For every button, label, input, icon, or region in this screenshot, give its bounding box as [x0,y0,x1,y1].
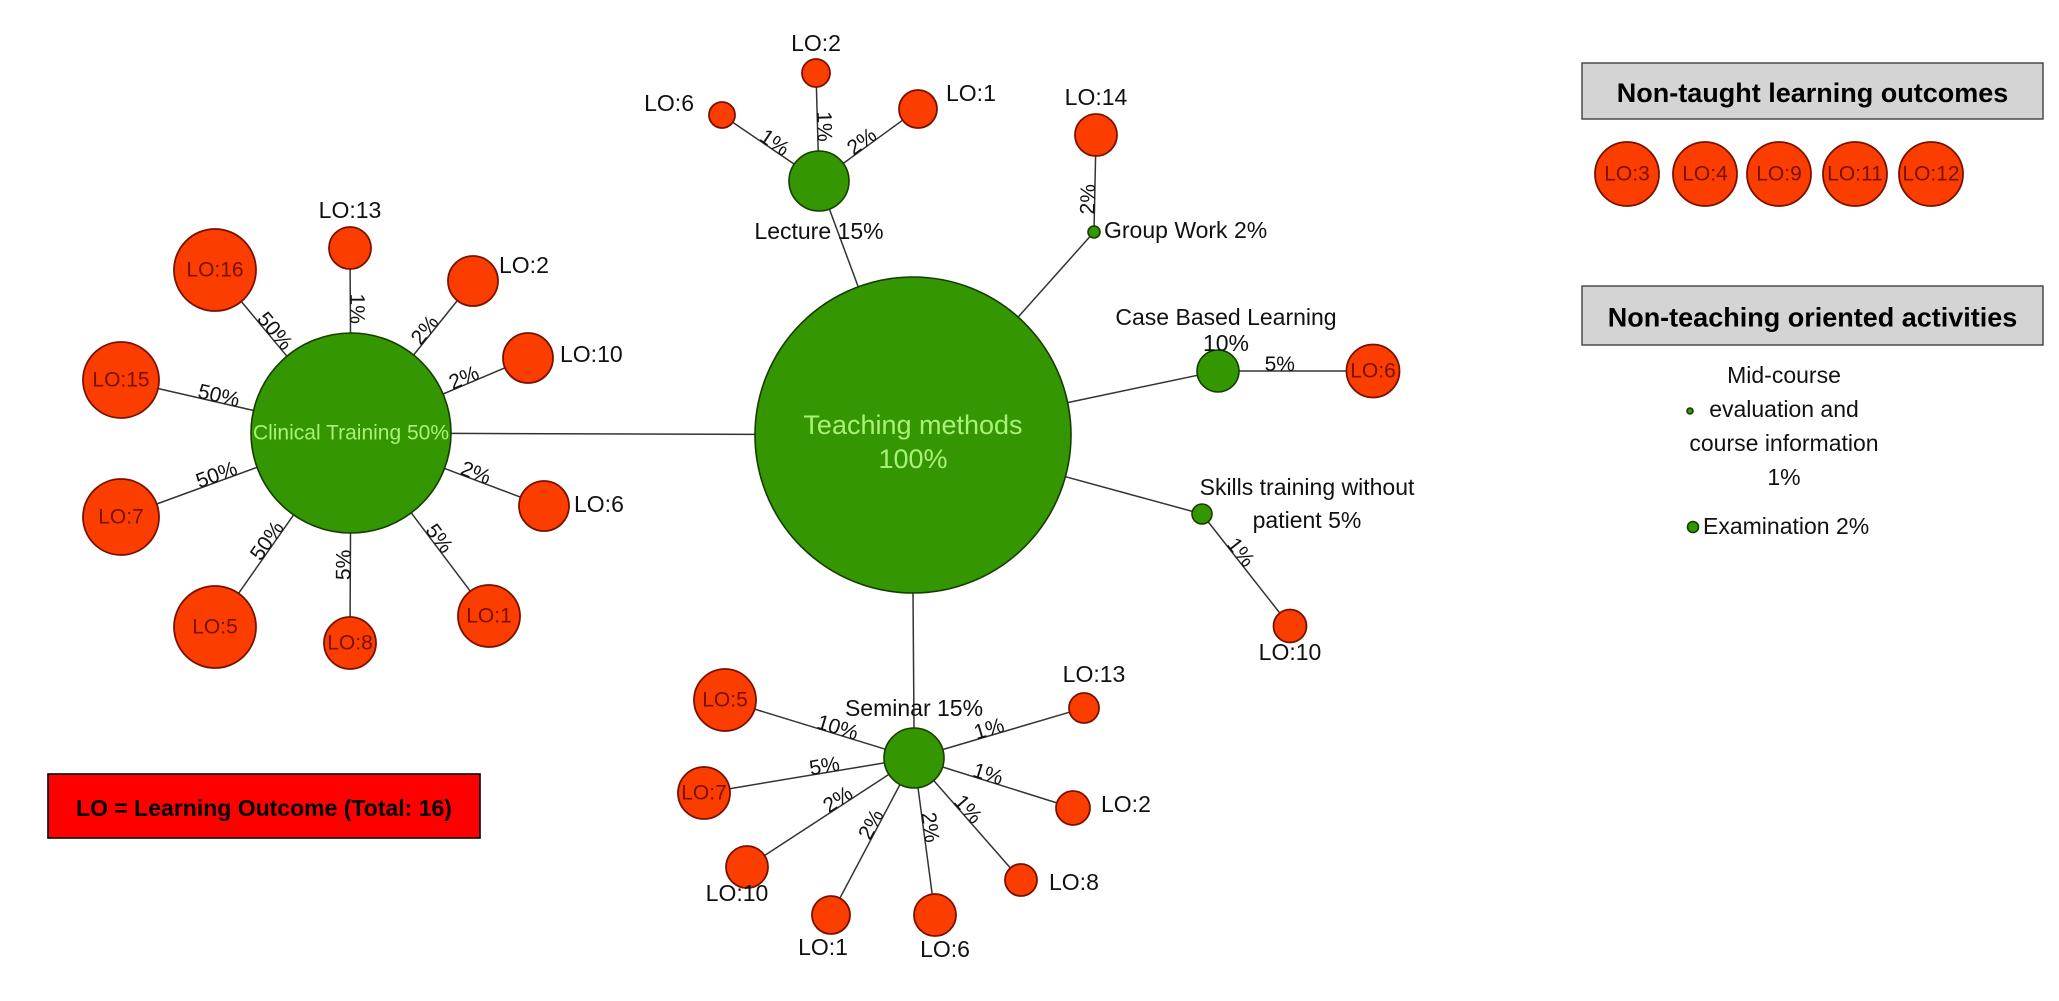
svg-text:LO:13: LO:13 [1063,661,1126,687]
svg-text:5%: 5% [332,550,355,580]
svg-text:1%: 1% [1222,533,1259,571]
svg-text:LO:6: LO:6 [920,936,970,962]
svg-text:course information: course information [1689,430,1878,456]
svg-text:Skills training without: Skills training without [1200,474,1415,500]
svg-text:50%: 50% [252,308,297,355]
svg-text:Examination 2%: Examination 2% [1703,513,1869,539]
svg-text:50%: 50% [246,517,289,565]
svg-text:1%: 1% [345,293,368,323]
svg-text:2%: 2% [1076,184,1100,215]
svg-text:2%: 2% [854,806,889,844]
svg-text:50%: 50% [196,380,242,412]
svg-text:Clinical Training 50%: Clinical Training 50% [253,422,449,445]
svg-text:5%: 5% [808,752,842,780]
svg-text:LO:15: LO:15 [92,369,149,392]
svg-text:Non-teaching oriented activiti: Non-teaching oriented activities [1608,303,2018,333]
svg-text:LO:8: LO:8 [327,632,373,655]
svg-text:LO:16: LO:16 [186,259,243,282]
svg-text:LO:2: LO:2 [499,252,549,278]
svg-text:2%: 2% [916,811,943,844]
svg-text:LO:7: LO:7 [98,506,144,529]
svg-text:LO:6: LO:6 [574,491,624,517]
svg-text:LO:13: LO:13 [319,197,382,223]
svg-text:LO:2: LO:2 [1101,791,1151,817]
svg-text:5%: 5% [1265,353,1295,376]
svg-text:LO:1: LO:1 [798,934,848,960]
svg-text:100%: 100% [878,444,947,474]
svg-text:LO:12: LO:12 [1902,163,1959,186]
svg-text:LO:9: LO:9 [1756,163,1802,186]
svg-text:2%: 2% [446,361,483,394]
svg-text:LO:6: LO:6 [1350,360,1396,383]
svg-text:LO:10: LO:10 [1259,639,1322,665]
svg-text:1%: 1% [812,111,836,142]
svg-text:1%: 1% [1767,464,1800,490]
svg-text:patient 5%: patient 5% [1253,507,1362,533]
svg-text:LO:14: LO:14 [1065,84,1128,110]
svg-text:LO:7: LO:7 [681,782,727,805]
svg-text:LO:6: LO:6 [644,90,694,116]
svg-text:Lecture 15%: Lecture 15% [754,218,883,244]
svg-text:LO:1: LO:1 [466,605,512,628]
svg-text:LO:1: LO:1 [946,80,996,106]
svg-text:10%: 10% [1203,330,1249,356]
svg-text:Group Work 2%: Group Work 2% [1104,217,1267,243]
svg-text:2%: 2% [407,311,444,349]
svg-text:LO = Learning Outcome (Total:: LO = Learning Outcome (Total: 16) [76,795,452,821]
svg-text:1%: 1% [755,125,793,161]
svg-text:LO:10: LO:10 [706,880,769,906]
svg-text:Seminar 15%: Seminar 15% [845,695,983,721]
svg-text:LO:8: LO:8 [1049,869,1099,895]
svg-text:LO:2: LO:2 [791,30,841,56]
svg-text:50%: 50% [193,457,240,493]
svg-text:LO:5: LO:5 [702,689,748,712]
svg-text:LO:3: LO:3 [1604,163,1650,186]
svg-text:LO:11: LO:11 [1827,163,1883,186]
svg-text:Non-taught learning outcomes: Non-taught learning outcomes [1617,78,2009,108]
svg-text:Mid-course: Mid-course [1727,362,1841,388]
svg-text:2%: 2% [819,782,857,818]
svg-text:LO:4: LO:4 [1682,163,1728,186]
svg-text:1%: 1% [949,791,986,829]
svg-text:Teaching methods: Teaching methods [803,410,1022,440]
svg-text:LO:10: LO:10 [560,341,623,367]
svg-text:2%: 2% [843,123,881,159]
svg-text:5%: 5% [421,520,458,558]
svg-text:LO:5: LO:5 [192,616,238,639]
svg-text:evaluation and: evaluation and [1709,396,1859,422]
svg-text:Case Based Learning: Case Based Learning [1115,304,1336,330]
